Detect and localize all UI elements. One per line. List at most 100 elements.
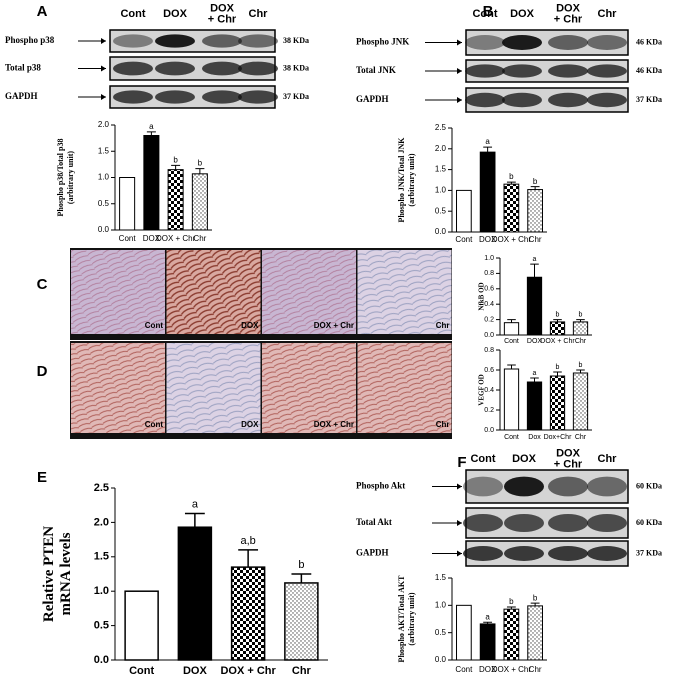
bar bbox=[527, 605, 543, 661]
panel-letter: E bbox=[37, 469, 47, 486]
x-tick-label: DOX + Chr bbox=[156, 234, 196, 243]
y-tick-label: 0.5 bbox=[435, 206, 447, 215]
significance-label: b bbox=[173, 156, 178, 165]
y-axis-label: VEGF OD bbox=[478, 374, 486, 405]
panel-letter: D bbox=[37, 363, 48, 380]
lane-label: Chr bbox=[249, 8, 269, 20]
bar bbox=[526, 276, 543, 336]
y-axis-label: (arbitrary unit) bbox=[66, 151, 75, 204]
y-tick-label: 0.6 bbox=[484, 286, 494, 293]
error-bar bbox=[506, 606, 516, 610]
y-tick-label: 2.0 bbox=[94, 516, 109, 528]
error-bar bbox=[238, 549, 259, 568]
blot-band bbox=[504, 514, 544, 532]
significance-label: b bbox=[556, 311, 560, 318]
bar bbox=[284, 582, 319, 661]
micrograph-label: DOX bbox=[241, 420, 259, 429]
micrograph-label: DOX + Chr bbox=[314, 420, 354, 429]
blot-size: 37 KDa bbox=[636, 548, 662, 557]
blot-band bbox=[463, 476, 503, 497]
blot-band bbox=[504, 476, 544, 497]
blot-row-label: Total Akt bbox=[356, 517, 392, 527]
micrograph-label: Chr bbox=[436, 321, 450, 330]
error-bar bbox=[146, 131, 156, 136]
blot-band bbox=[502, 64, 542, 78]
blot-band bbox=[548, 92, 588, 108]
micrograph-label: Cont bbox=[145, 420, 164, 429]
x-tick-label: Dox+Chr bbox=[544, 434, 572, 441]
x-tick-label: DOX + Chr bbox=[540, 338, 575, 345]
blot-arrowhead bbox=[101, 65, 106, 72]
blot-band bbox=[465, 64, 505, 78]
y-axis-label: (arbitrary unit) bbox=[407, 592, 416, 645]
blot-row-label: Total JNK bbox=[356, 65, 396, 75]
y-axis-label: Phospho AKT/Total AKT bbox=[397, 575, 406, 663]
lane-label: Cont bbox=[470, 453, 495, 465]
y-axis-label: Relative PTEN bbox=[41, 526, 57, 622]
blot-row-label: GAPDH bbox=[356, 548, 389, 558]
bar bbox=[177, 526, 213, 661]
blot-row-label: Phospho p38 bbox=[5, 35, 55, 45]
blot-band bbox=[502, 92, 542, 108]
error-bar bbox=[530, 263, 539, 278]
blot-arrowhead bbox=[457, 97, 462, 103]
y-tick-label: 1.5 bbox=[94, 551, 109, 563]
blot-arrowhead bbox=[457, 39, 462, 46]
x-tick-label: Chr bbox=[529, 235, 542, 244]
x-tick-label: Chr bbox=[575, 338, 587, 345]
significance-label: a bbox=[533, 256, 537, 263]
error-bar bbox=[483, 146, 493, 153]
micrograph bbox=[166, 343, 261, 433]
blot-arrowhead bbox=[457, 483, 462, 490]
blot-band bbox=[587, 64, 627, 78]
lane-label: DOX bbox=[210, 2, 235, 14]
y-tick-label: 0.2 bbox=[484, 407, 494, 414]
error-bar bbox=[530, 602, 540, 606]
y-tick-label: 0.6 bbox=[484, 367, 494, 374]
micrograph-label: DOX + Chr bbox=[314, 321, 354, 330]
x-tick-label: Cont bbox=[504, 434, 519, 441]
blot-arrowhead bbox=[101, 38, 106, 44]
bar bbox=[456, 189, 472, 233]
bar bbox=[549, 321, 566, 336]
significance-label: b bbox=[298, 559, 304, 571]
bar bbox=[549, 375, 566, 431]
micrograph-label: Chr bbox=[436, 420, 450, 429]
blot-band bbox=[587, 92, 627, 108]
significance-label: b bbox=[198, 159, 203, 168]
micrograph bbox=[71, 343, 165, 433]
bar bbox=[503, 183, 520, 233]
blot-arrowhead bbox=[457, 550, 462, 557]
y-tick-label: 0.8 bbox=[484, 347, 494, 354]
error-bar bbox=[553, 371, 562, 376]
bar bbox=[572, 372, 589, 431]
y-axis-label: Phospho p38/Total p38 bbox=[56, 139, 65, 217]
error-bar bbox=[553, 319, 562, 322]
error-bar bbox=[483, 621, 493, 624]
x-tick-label: Chr bbox=[529, 665, 542, 674]
panel-letter: C bbox=[37, 276, 48, 293]
micrograph-label: DOX bbox=[241, 321, 259, 330]
error-bar bbox=[576, 319, 585, 322]
blot-band bbox=[548, 476, 588, 497]
lane-label: DOX bbox=[556, 447, 581, 459]
blot-size: 37 KDa bbox=[636, 95, 662, 104]
blot-band bbox=[155, 34, 195, 48]
blot-band bbox=[548, 35, 588, 50]
significance-label: b bbox=[509, 597, 514, 606]
x-tick-label: DOX bbox=[527, 338, 543, 345]
significance-label: a bbox=[485, 137, 490, 146]
blot-size: 46 KDa bbox=[636, 37, 662, 46]
y-tick-label: 1.0 bbox=[484, 255, 494, 262]
x-tick-label: DOX + Chr bbox=[492, 665, 532, 674]
blot-band bbox=[238, 34, 278, 48]
error-bar bbox=[506, 181, 516, 185]
micrograph-label: Cont bbox=[145, 321, 164, 330]
x-tick-label: DOX bbox=[479, 665, 497, 674]
x-tick-label: Chr bbox=[193, 234, 206, 243]
blot-size: 60 KDa bbox=[636, 481, 662, 490]
bar bbox=[119, 177, 136, 231]
lane-label: Chr bbox=[598, 453, 618, 465]
lane-label: + Chr bbox=[554, 458, 583, 470]
